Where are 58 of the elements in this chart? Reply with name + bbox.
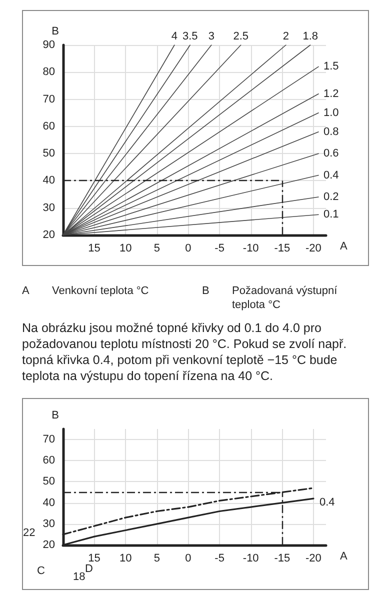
x-tick-label: -5 bbox=[214, 242, 224, 254]
x-tick-label: 5 bbox=[154, 552, 160, 564]
series-label: 1.8 bbox=[302, 30, 318, 42]
series-label: 0.1 bbox=[323, 208, 339, 221]
y-tick-label: 70 bbox=[42, 434, 55, 446]
series-label: 3 bbox=[208, 30, 214, 42]
x-tick-label: -10 bbox=[242, 242, 259, 254]
series-label: 2.5 bbox=[233, 30, 248, 42]
text: Venkovní teplota °C bbox=[52, 284, 150, 299]
x-tick-label: -15 bbox=[274, 552, 290, 564]
series-label: 0.2 bbox=[323, 191, 339, 203]
x-tick-label: -5 bbox=[214, 552, 224, 564]
y-tick-label: 20 bbox=[42, 539, 55, 551]
series-label: 3.5 bbox=[182, 30, 198, 42]
x-tick-label: -20 bbox=[306, 242, 322, 254]
x-tick-label: 0 bbox=[185, 242, 192, 254]
y-tick-label: 90 bbox=[42, 39, 55, 51]
text: Na obrázku jsou možné topné křivky od 0.1 do 4.0 pro požadovanou teplotu místnosti 20 °C. Pokud se zvolí např. topná křivka 0.4, potom při venkovní teplotě −15 °C bude teplota na výstupu do topení řízena na 40 °C. bbox=[22, 320, 348, 384]
y-tick-label: 50 bbox=[42, 476, 55, 488]
series-label: 4 bbox=[171, 30, 178, 42]
y-axis-title: B bbox=[52, 26, 59, 38]
y-tick-label: 60 bbox=[42, 454, 55, 467]
series-label: 0.4 bbox=[319, 496, 335, 509]
x-tick-label: 10 bbox=[119, 242, 132, 254]
x-tick-label: 15 bbox=[88, 552, 100, 564]
series-label: 1.2 bbox=[323, 88, 339, 100]
y-tick-label: 60 bbox=[42, 120, 55, 132]
series-label: 0.6 bbox=[323, 148, 339, 160]
text: A bbox=[22, 284, 30, 299]
y-tick-label: 80 bbox=[42, 66, 55, 78]
x-tick-label: 10 bbox=[119, 552, 132, 564]
x-tick-label: -10 bbox=[242, 552, 259, 564]
text: C bbox=[37, 565, 45, 577]
series-label: 1.0 bbox=[323, 106, 339, 119]
x-tick-label: 5 bbox=[154, 242, 160, 254]
y-tick-label: 40 bbox=[42, 174, 55, 187]
y-tick-label: 30 bbox=[42, 518, 55, 530]
y-tick-label: 30 bbox=[42, 202, 55, 214]
x-axis-title: A bbox=[340, 550, 348, 562]
y-tick-label: 20 bbox=[42, 229, 55, 241]
text: D bbox=[85, 563, 93, 575]
series-label: 0.8 bbox=[323, 126, 339, 138]
y-tick-label: 70 bbox=[42, 93, 55, 106]
series-label: 2 bbox=[282, 30, 289, 42]
x-tick-label: -20 bbox=[306, 552, 322, 564]
series-label: 0.4 bbox=[323, 169, 339, 182]
x-axis-title: A bbox=[340, 240, 348, 252]
y-tick-label: 50 bbox=[42, 148, 55, 160]
text: Požadovaná výstupní teplota °C bbox=[232, 284, 338, 312]
x-tick-label: -15 bbox=[274, 242, 290, 254]
y-tick-label: 40 bbox=[42, 496, 55, 509]
x-tick-label: 0 bbox=[185, 552, 192, 564]
text: 18 bbox=[73, 571, 86, 583]
y-axis-title: B bbox=[52, 410, 59, 422]
text: B bbox=[202, 284, 210, 299]
series-label: 1.5 bbox=[323, 60, 339, 73]
x-tick-label: 15 bbox=[88, 242, 100, 254]
text: 22 bbox=[23, 527, 36, 539]
